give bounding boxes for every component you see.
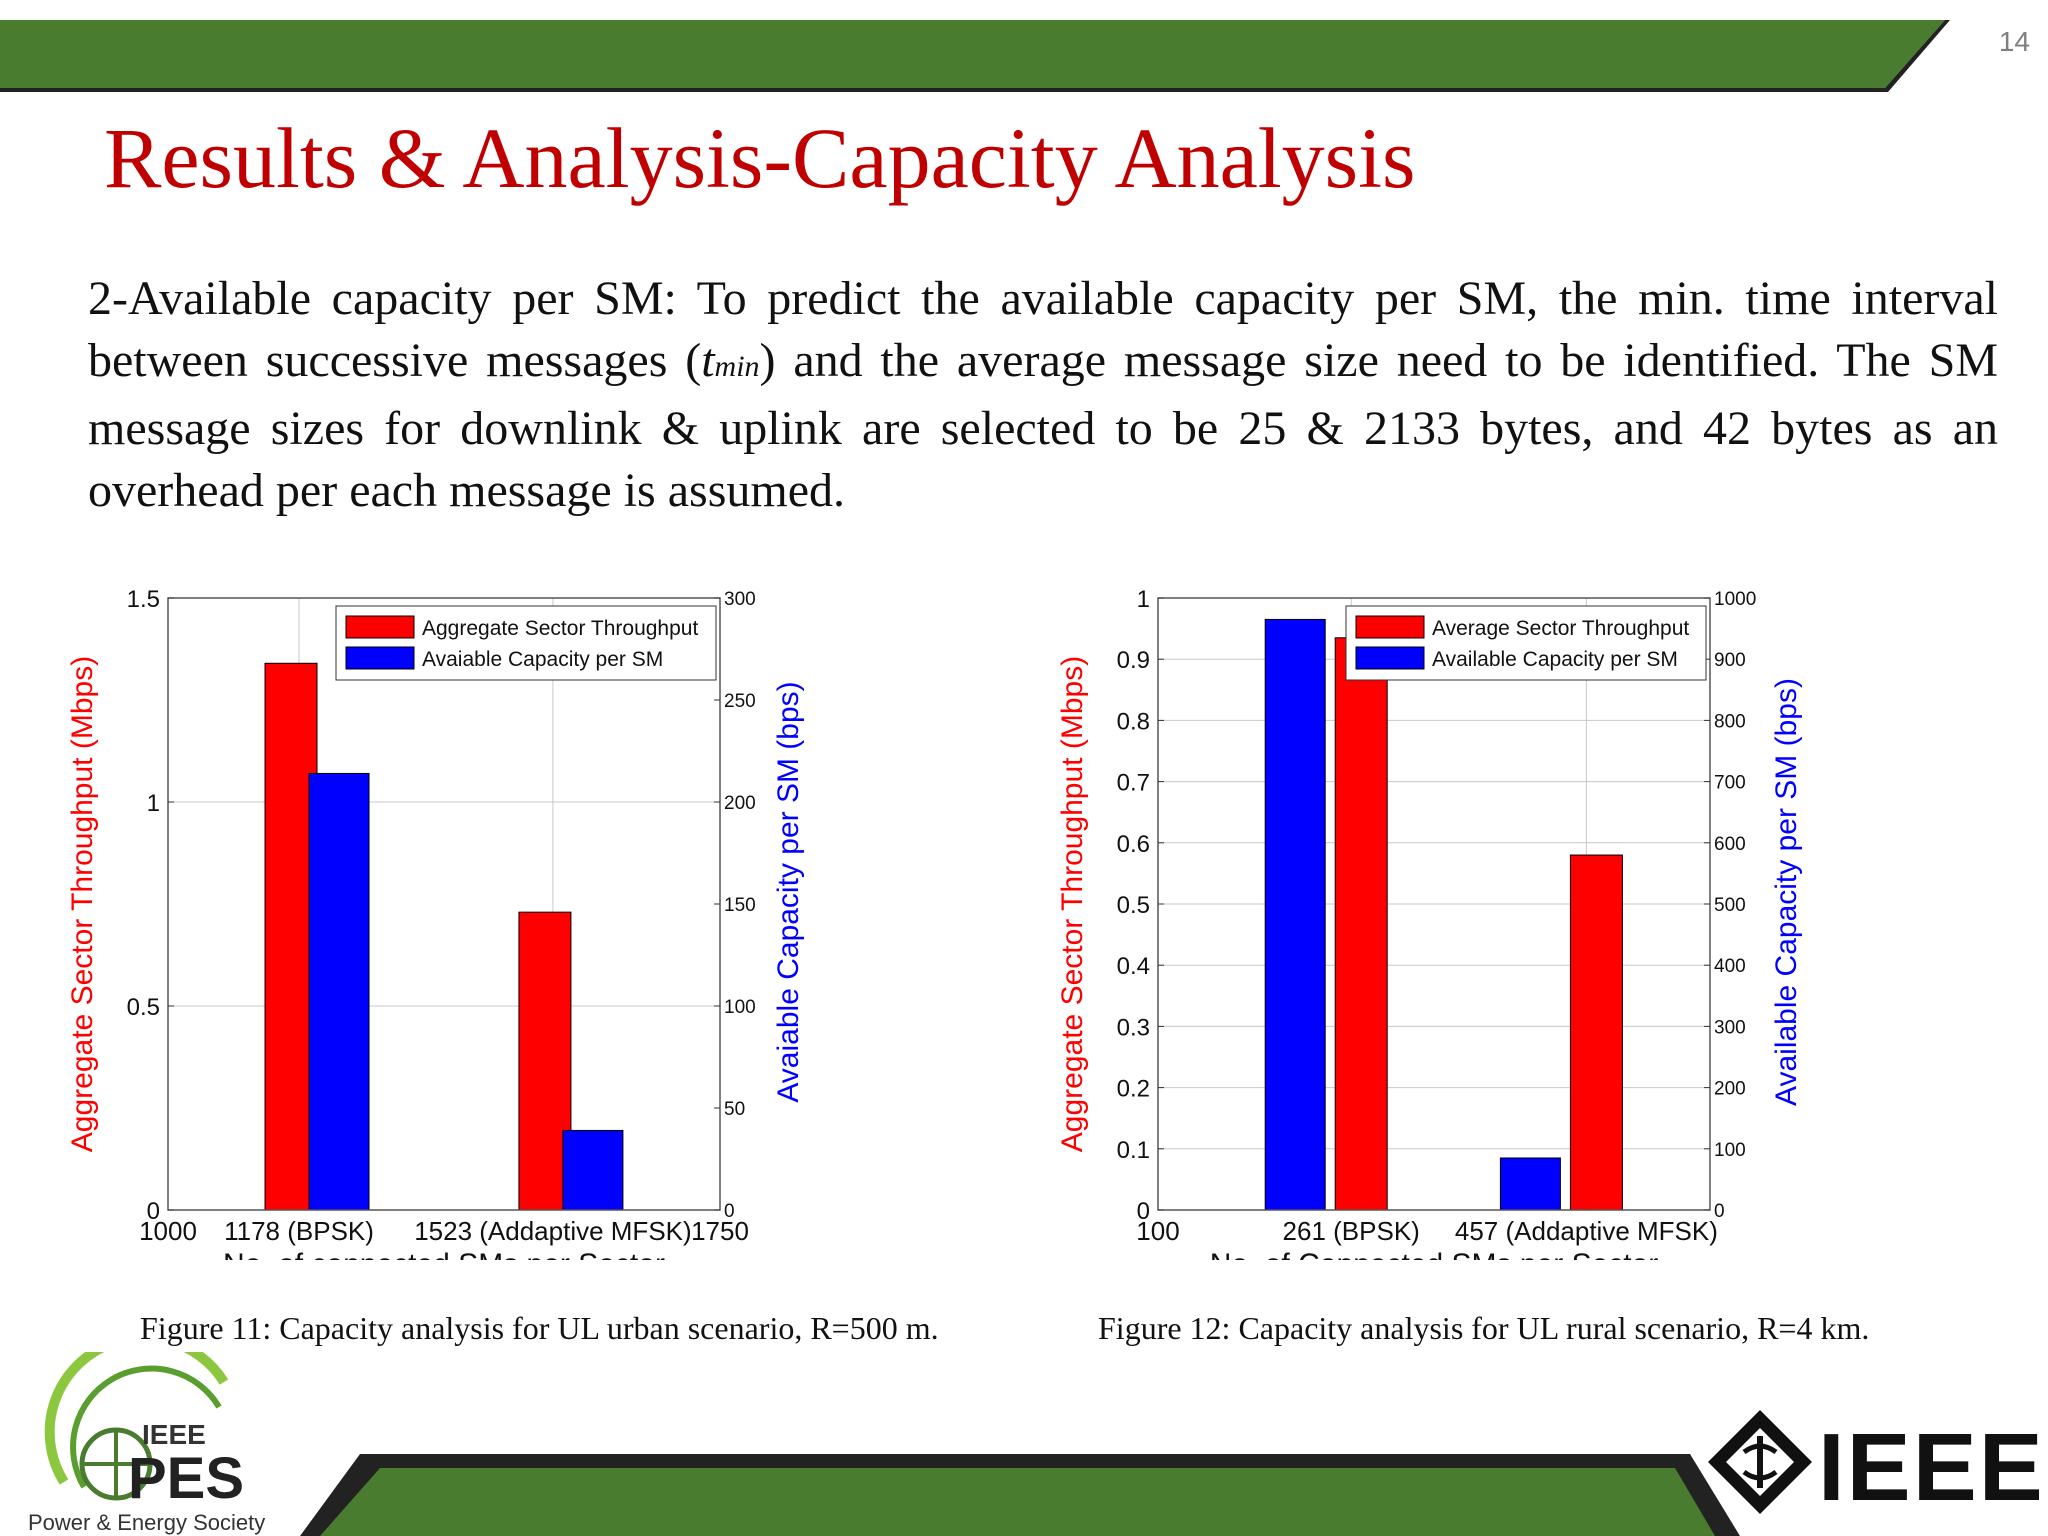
y2-tick-label: 200 xyxy=(1714,1079,1746,1100)
x-tick-label: 1523 (Addaptive MFSK) xyxy=(414,1216,691,1246)
y2-tick-label: 1000 xyxy=(1714,589,1756,610)
chart-urban-capacity: 0 0.5 1 1.5 0 50 100 150 200 250 300 1000 1178 (BPSK… xyxy=(66,586,805,1260)
chart-rural-capacity: 00.10.20.30.40.50.60.70.80.9101002003004… xyxy=(1056,586,1803,1260)
figure-12-caption: Figure 12: Capacity analysis for UL rura… xyxy=(1098,1310,1870,1346)
y-tick-label: 1 xyxy=(147,790,160,817)
y2-tick-label: 250 xyxy=(724,691,756,712)
y2-tick-label: 600 xyxy=(1714,834,1746,855)
y-tick-label: 0.9 xyxy=(1117,647,1150,674)
y-tick-label: 0.5 xyxy=(127,994,160,1021)
y-axis-label-left: Aggregate Sector Throughput (Mbps) xyxy=(66,656,99,1152)
y-tick-label: 0.3 xyxy=(1117,1014,1150,1041)
y-tick-label: 0.6 xyxy=(1117,831,1150,858)
bar-aggregate-throughput xyxy=(518,911,572,1211)
tmin-symbol: tmin xyxy=(701,334,760,387)
pes-logo-pes-text: PES xyxy=(128,1446,244,1511)
bar-available-capacity xyxy=(308,772,370,1211)
y-axis-label-right: Available Capacity per SM (bps) xyxy=(1770,678,1803,1106)
bar-available-capacity xyxy=(562,1129,624,1211)
body-paragraph: 2-Available capacity per SM: To predict … xyxy=(88,268,1998,522)
y-tick-label: 0.8 xyxy=(1117,708,1150,735)
y-tick-label: 1.5 xyxy=(127,586,160,613)
ieee-logo: IEEE xyxy=(1708,1410,2040,1521)
pes-logo-ieee-text: IEEE xyxy=(142,1419,206,1450)
bottom-green-band xyxy=(300,1454,1740,1536)
slide-title: Results & Analysis-Capacity Analysis xyxy=(104,110,1416,206)
y2-tick-label: 200 xyxy=(724,793,756,814)
y-tick-label: 0 xyxy=(147,1198,160,1225)
y2-tick-label: 50 xyxy=(724,1099,745,1120)
figure-11-caption: Figure 11: Capacity analysis for UL urba… xyxy=(140,1310,939,1346)
ieee-wordmark: IEEE xyxy=(1818,1414,2040,1521)
y2-tick-label: 100 xyxy=(1714,1140,1746,1161)
y2-tick-label: 150 xyxy=(724,895,756,916)
x-tick-label: 457 (Addaptive MFSK) xyxy=(1455,1216,1718,1246)
y2-tick-label: 700 xyxy=(1714,773,1746,794)
bar-available-capacity xyxy=(1264,618,1326,1211)
top-green-band xyxy=(0,20,1950,92)
y-tick-label: 0.1 xyxy=(1117,1137,1150,1164)
x-tick-label: 1750 xyxy=(691,1216,749,1246)
legend-swatch xyxy=(1355,615,1425,639)
x-axis-label: No. of connected SMs per Sector xyxy=(223,1248,665,1260)
legend-label: Avaiable Capacity per SM xyxy=(422,648,663,671)
y-tick-label: 1 xyxy=(1137,586,1150,613)
y-axis-label-right: Avaiable Capacity per SM (bps) xyxy=(772,681,805,1102)
legend-label: Available Capacity per SM xyxy=(1432,648,1678,671)
legend-swatch xyxy=(345,615,415,639)
x-tick-label: 1000 xyxy=(139,1216,197,1246)
y2-tick-label: 800 xyxy=(1714,711,1746,732)
bar-average-throughput xyxy=(1334,637,1388,1211)
y2-tick-label: 300 xyxy=(1714,1017,1746,1038)
y2-tick-label: 500 xyxy=(1714,895,1746,916)
y-tick-label: 0.7 xyxy=(1117,770,1150,797)
legend-swatch xyxy=(345,646,415,670)
y-tick-label: 0 xyxy=(1137,1198,1150,1225)
y2-tick-label: 300 xyxy=(724,589,756,610)
y2-tick-label: 100 xyxy=(724,997,756,1018)
body-text-part2: ) and the average message size need to b… xyxy=(88,334,1999,517)
bar-average-throughput xyxy=(1569,854,1623,1211)
legend-swatch xyxy=(1355,646,1425,670)
tmin-subscript: min xyxy=(714,350,760,383)
y2-tick-label: 0 xyxy=(724,1201,735,1222)
y-tick-label: 0.5 xyxy=(1117,892,1150,919)
page-number: 14 xyxy=(1998,26,2030,57)
x-tick-label: 1178 (BPSK) xyxy=(224,1216,374,1246)
y2-tick-label: 900 xyxy=(1714,650,1746,671)
plot-area xyxy=(168,598,720,1210)
x-tick-label: 261 (BPSK) xyxy=(1283,1216,1420,1246)
x-axis-label: No. of Connected SMs per Sector xyxy=(1210,1248,1659,1260)
bar-aggregate-throughput xyxy=(264,662,318,1211)
ieee-pes-logo: IEEE PES Power & Energy Society xyxy=(28,1352,265,1535)
bar-available-capacity xyxy=(1499,1157,1561,1211)
y-tick-label: 0.2 xyxy=(1117,1076,1150,1103)
y2-tick-label: 0 xyxy=(1714,1201,1725,1222)
y2-tick-label: 400 xyxy=(1714,956,1746,977)
body-text-part1: 2-Available capacity per SM: To predict … xyxy=(88,272,1998,387)
legend-label: Aggregate Sector Throughput xyxy=(422,617,698,640)
pes-logo-tagline: Power & Energy Society xyxy=(28,1510,265,1535)
y-tick-label: 0.4 xyxy=(1117,953,1150,980)
x-tick-label: 100 xyxy=(1136,1216,1179,1246)
y-axis-label-left: Aggregate Sector Throughput (Mbps) xyxy=(1056,656,1089,1152)
legend-label: Average Sector Throughput xyxy=(1432,617,1689,640)
